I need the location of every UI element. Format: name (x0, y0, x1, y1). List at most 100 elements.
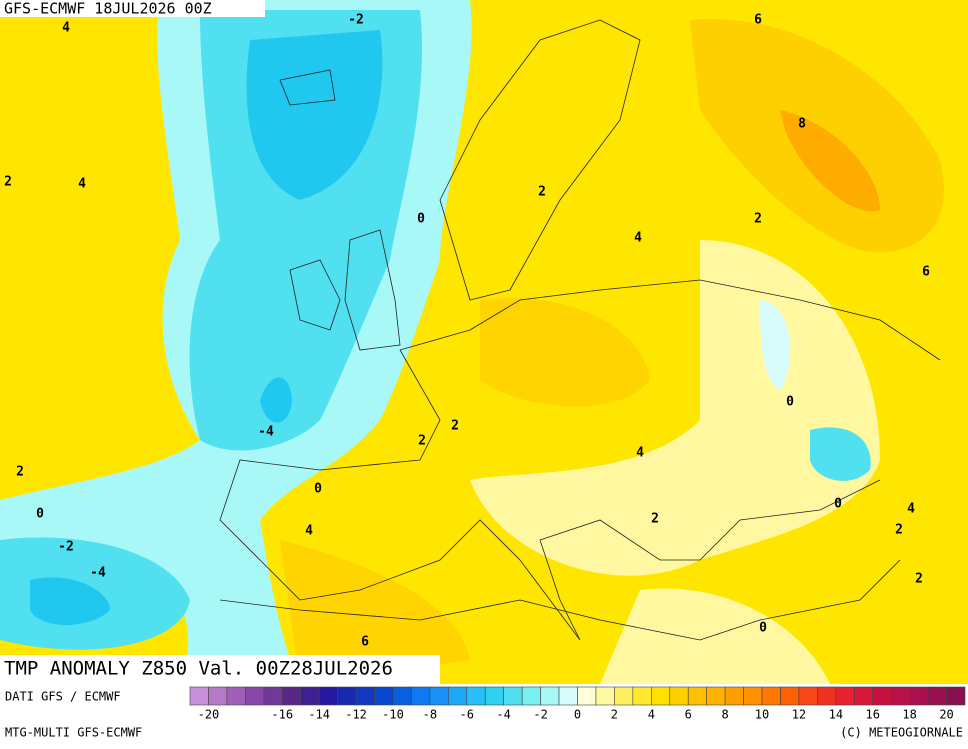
cold-zone (810, 427, 871, 481)
map-title: TMP ANOMALY Z850 Val. 00Z28JUL2026 (4, 658, 393, 680)
contour-label: 4 (62, 21, 70, 36)
colorbar-tick-label: -16 (271, 708, 293, 722)
contour-label: 2 (651, 512, 659, 527)
colorbar-swatch (632, 686, 652, 706)
contour-label: 6 (922, 265, 930, 280)
colorbar-tick-label: -10 (382, 708, 404, 722)
colorbar-swatch (263, 686, 283, 706)
colorbar-tick-label: -20 (198, 708, 220, 722)
contour-label: 0 (786, 395, 794, 410)
colorbar-swatch (780, 686, 800, 706)
contour-label: 0 (417, 212, 425, 227)
colorbar-swatch (817, 686, 837, 706)
colorbar-swatch (208, 686, 228, 706)
colorbar-swatch (448, 686, 468, 706)
colorbar-swatch (484, 686, 504, 706)
colorbar-tick-label: 2 (611, 708, 618, 722)
colorbar-swatch (872, 686, 892, 706)
colorbar-tick-label: 20 (939, 708, 953, 722)
colorbar-swatch (761, 686, 781, 706)
contour-label: 2 (418, 434, 426, 449)
contour-label: 2 (451, 419, 459, 434)
colorbar-tick-label: 0 (574, 708, 581, 722)
contour-label: 0 (759, 621, 767, 636)
colorbar-tick-label: -6 (460, 708, 474, 722)
cold-core (246, 30, 383, 200)
contour-label: 0 (36, 507, 44, 522)
colorbar-swatch (909, 686, 929, 706)
colorbar-swatch (724, 686, 744, 706)
colorbar-tick-label: 12 (792, 708, 806, 722)
contour-label: -2 (348, 13, 364, 28)
contour-label: 6 (754, 13, 762, 28)
colorbar-tick-label: 8 (722, 708, 729, 722)
contour-label: 2 (4, 175, 12, 190)
cold-core (30, 577, 110, 625)
colorbar-swatch (946, 686, 966, 706)
colorbar-swatch (355, 686, 375, 706)
colorbar-swatch (300, 686, 320, 706)
warm-zone (280, 540, 470, 684)
colorbar-tick-label: 14 (829, 708, 843, 722)
model-label: MTG-MULTI GFS-ECMWF (5, 726, 142, 740)
cold-zone (760, 300, 791, 390)
colorbar-swatch (281, 686, 302, 706)
contour-label: 6 (361, 635, 369, 650)
cold-core (260, 377, 292, 423)
contour-label: 8 (798, 117, 806, 132)
contour-label: 0 (834, 497, 842, 512)
header-box (0, 0, 265, 17)
warm-zone (480, 298, 650, 407)
colorbar-swatch (429, 686, 449, 706)
title-box (0, 655, 440, 684)
contour-label: 2 (538, 185, 546, 200)
contour-label: 4 (305, 524, 313, 539)
copyright: (C) METEOGIORNALE (840, 726, 963, 740)
colorbar-swatch (835, 686, 855, 706)
colorbar-tick-label: -8 (423, 708, 437, 722)
colorbar-swatch (743, 686, 763, 706)
contour-label: -2 (58, 540, 74, 555)
colorbar-tick-label: -12 (345, 708, 367, 722)
colorbar-tick-label: 10 (755, 708, 769, 722)
colorbar-swatch (411, 686, 431, 706)
colorbar-swatch (853, 686, 874, 706)
coastlines (219, 19, 941, 641)
colorbar-swatch (374, 686, 394, 706)
colorbar-tick-label: 4 (648, 708, 655, 722)
colorbar-swatch (318, 686, 338, 706)
colorbar-tick-label: 16 (866, 708, 880, 722)
colorbar-swatch (540, 686, 560, 706)
colorbar-tick-label: 6 (685, 708, 692, 722)
colorbar-swatch (577, 686, 597, 706)
contour-label: 4 (634, 231, 642, 246)
colorbar-swatch (503, 686, 523, 706)
colorbar-swatch (890, 686, 910, 706)
colorbar-tick-label: -4 (496, 708, 510, 722)
colorbar-swatch (706, 686, 726, 706)
contour-label: 2 (915, 572, 923, 587)
contour-label: 2 (895, 523, 903, 538)
colorbar-tick-label: -2 (533, 708, 547, 722)
colorbar-swatch (337, 686, 357, 706)
colorbar-swatch (245, 686, 265, 706)
colorbar-swatch (521, 686, 541, 706)
contour-label: 0 (314, 482, 322, 497)
colorbar-swatch (595, 686, 615, 706)
colorbar-tick-label: 18 (902, 708, 916, 722)
contour-label: -4 (90, 566, 106, 581)
run-label: GFS-ECMWF 18JUL2026 00Z (4, 0, 212, 18)
contour-label: 4 (78, 177, 86, 192)
colorbar-swatch (558, 686, 578, 706)
contour-label: 2 (16, 465, 24, 480)
contour-label: 4 (907, 502, 915, 517)
colorbar-swatch (669, 686, 689, 706)
source-label: DATI GFS / ECMWF (5, 690, 121, 704)
colorbar-swatch (614, 686, 634, 706)
colorbar-swatch (466, 686, 486, 706)
colorbar-swatch (651, 686, 671, 706)
colorbar-swatch (189, 686, 209, 706)
